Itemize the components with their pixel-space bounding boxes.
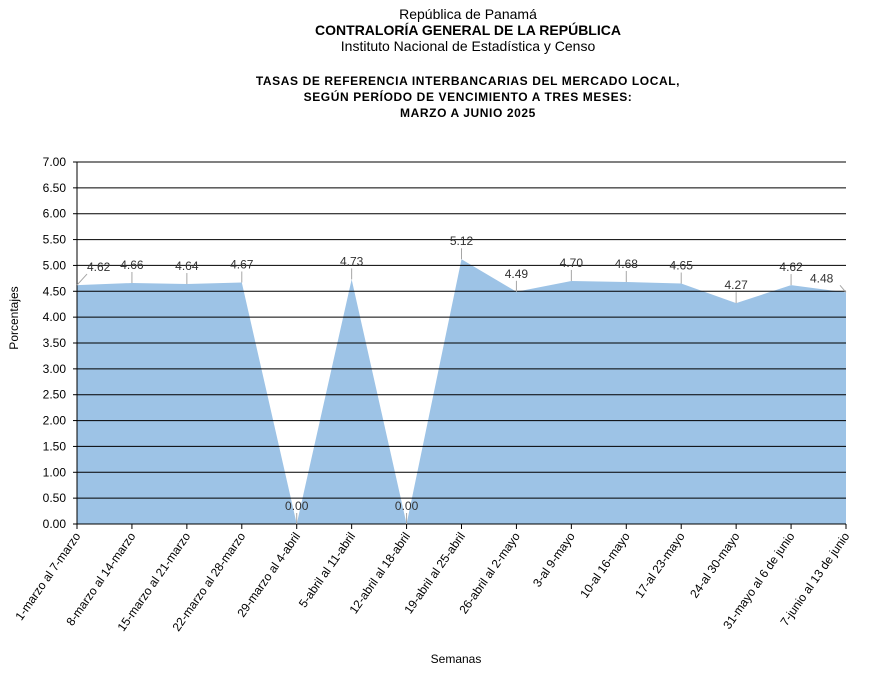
x-tick-label: 29-marzo al 4-abril [234, 530, 303, 620]
data-label: 4.68 [615, 257, 639, 271]
y-tick-label: 5.50 [43, 233, 67, 247]
y-tick-label: 3.50 [43, 336, 67, 350]
chart-title-line3: MARZO A JUNIO 2025 [400, 106, 536, 120]
data-label: 0.00 [395, 499, 419, 513]
chart-title-line2: SEGÚN PERÍODO DE VENCIMIENTO A TRES MESE… [303, 90, 633, 104]
y-tick-label: 0.00 [43, 517, 67, 531]
x-tick-label: 5-abril al 11-abril [296, 530, 358, 611]
data-label: 4.62 [779, 260, 803, 274]
x-tick-label: 12-abril al 18-abril [346, 530, 413, 617]
data-label: 4.66 [120, 258, 144, 272]
x-tick-label: 17-al 23-mayo [632, 529, 688, 600]
y-tick-label: 4.00 [43, 310, 67, 324]
y-tick-label: 6.50 [43, 181, 67, 195]
data-label: 4.27 [724, 278, 748, 292]
y-tick-label: 2.50 [43, 388, 67, 402]
data-label: 4.48 [810, 271, 834, 285]
data-label: 4.70 [560, 256, 584, 270]
y-tick-label: 4.50 [43, 284, 67, 298]
y-tick-label: 1.50 [43, 439, 67, 453]
y-tick-label: 2.00 [43, 414, 67, 428]
x-tick-label: 3-al 9-mayo [530, 529, 578, 589]
x-tick-label: 19-abril al 25-abril [401, 530, 468, 617]
y-tick-label: 5.00 [43, 258, 67, 272]
data-label: 5.12 [450, 234, 474, 248]
area-series [77, 259, 846, 524]
data-label: 4.65 [670, 259, 694, 273]
y-axis-label: Porcentajes [7, 286, 21, 349]
data-label: 4.49 [505, 267, 529, 281]
x-tick-label: 24-al 30-mayo [687, 529, 743, 600]
y-tick-label: 7.00 [43, 155, 67, 169]
data-label: 4.64 [175, 259, 199, 273]
x-tick-label: 10-al 16-mayo [577, 529, 633, 600]
data-label-leader [839, 284, 847, 293]
chart-title-line1: TASAS DE REFERENCIA INTERBANCARIAS DEL M… [255, 74, 681, 88]
data-label: 4.67 [230, 257, 254, 271]
y-tick-label: 0.50 [43, 491, 67, 505]
x-tick-label: 26-abril al 2-mayo [456, 529, 523, 616]
data-label: 4.73 [340, 254, 364, 268]
data-label-leader [76, 273, 88, 286]
data-label: 4.62 [87, 260, 111, 274]
header-contraloria: CONTRALORÍA GENERAL DE LA REPÚBLICA [315, 22, 621, 38]
y-tick-label: 1.00 [43, 465, 67, 479]
y-tick-label: 3.00 [43, 362, 67, 376]
header-republic: República de Panamá [399, 6, 537, 22]
header-institute: Instituto Nacional de Estadística y Cens… [340, 38, 596, 54]
x-axis-label: Semanas [431, 652, 482, 666]
y-tick-label: 6.00 [43, 207, 67, 221]
data-label: 0.00 [285, 499, 309, 513]
